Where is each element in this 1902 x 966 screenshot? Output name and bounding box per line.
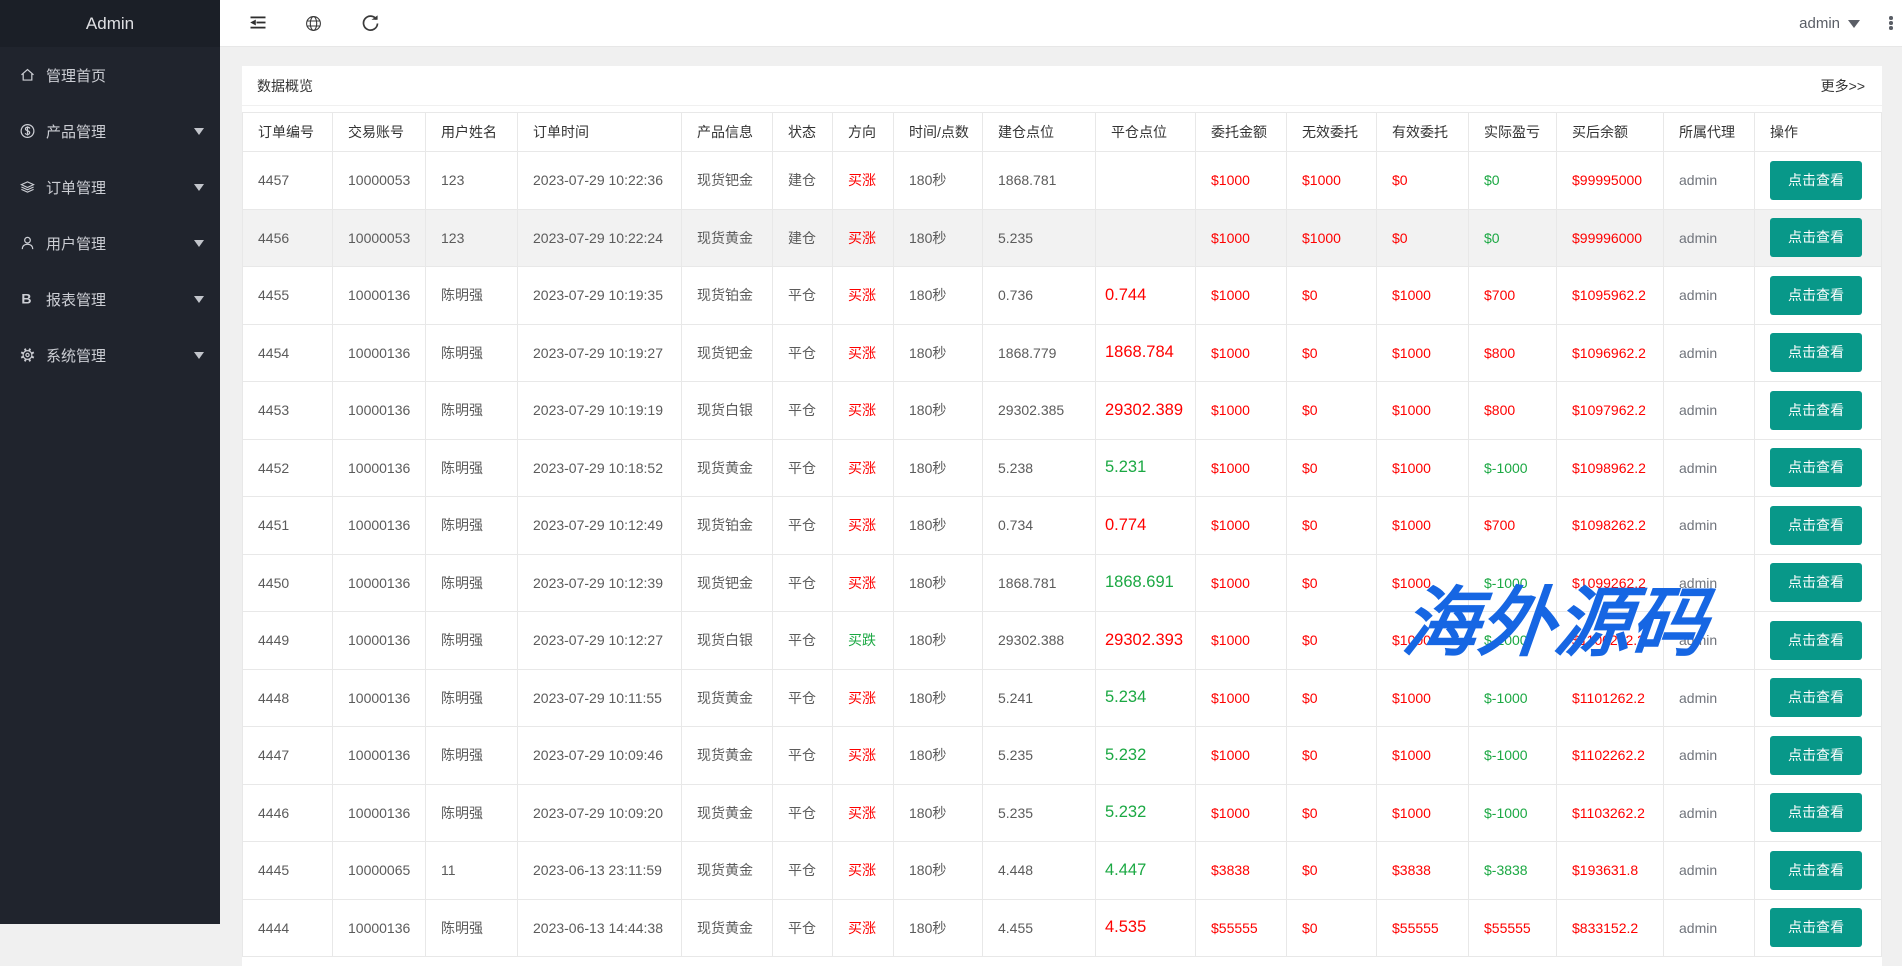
svg-text:B: B [21, 291, 31, 307]
